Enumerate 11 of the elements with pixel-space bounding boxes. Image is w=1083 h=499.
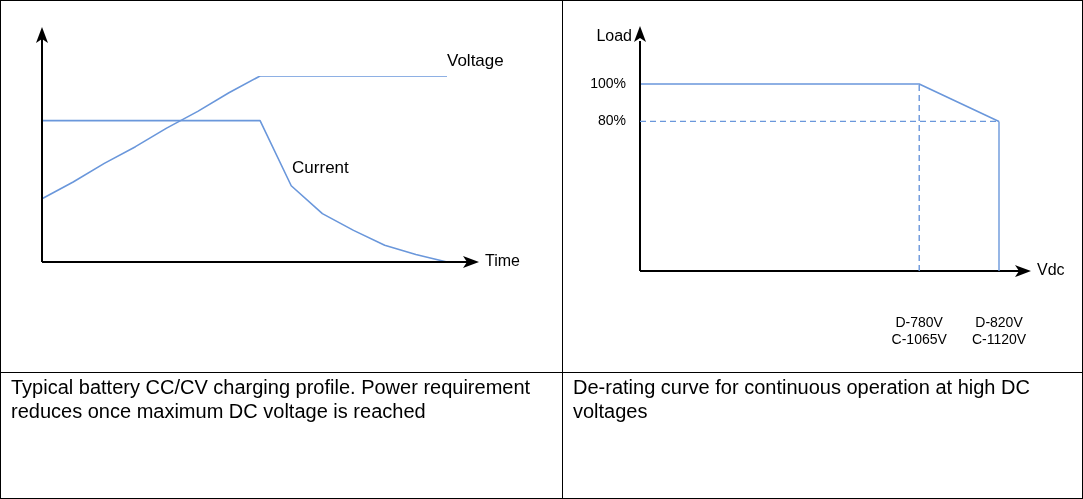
x-axis-title: Time bbox=[485, 252, 521, 270]
y-tick-label: 100% bbox=[590, 74, 626, 91]
y-tick-label: 80% bbox=[597, 112, 626, 129]
y-axis-title: Load bbox=[596, 27, 632, 45]
series-label: Current bbox=[292, 158, 350, 178]
text: De-rating curve for continuous operation at high DC voltages bbox=[563, 372, 1082, 498]
x-axis-title: Vdc bbox=[1037, 261, 1065, 279]
text: Typical battery CC/CV charging profile. Power requirement reduces once maximum DC voltage is reached bbox=[1, 372, 562, 498]
x-tick-label: D-820V C-1120V bbox=[971, 314, 1027, 348]
series-label: Voltage bbox=[447, 50, 504, 70]
x-tick-label: D-780V C-1065V bbox=[891, 314, 948, 348]
